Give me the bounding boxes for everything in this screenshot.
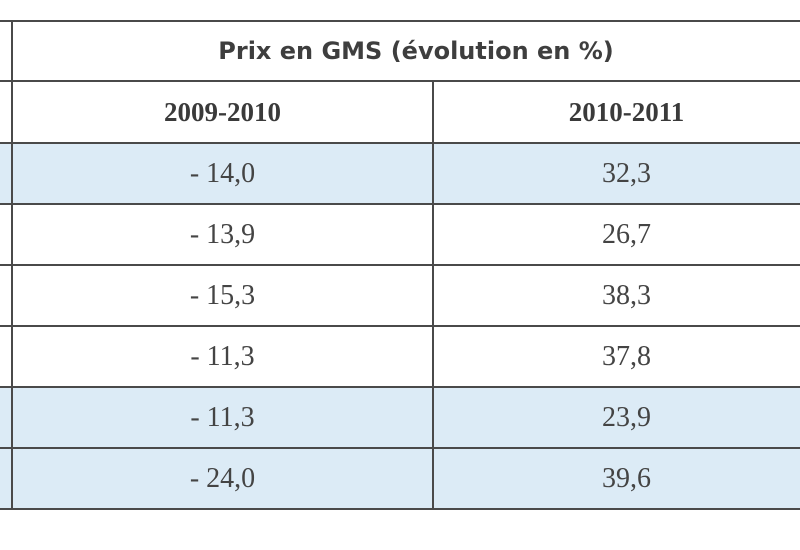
row-label-header — [0, 80, 13, 144]
column-header-2010-2011: 2010-2011 — [431, 80, 800, 144]
table-row: - 15,3 38,3 — [0, 264, 800, 327]
column-header-2009-2010: 2009-2010 — [11, 80, 434, 144]
value-2010-2011: 39,6 — [431, 447, 800, 510]
row-label-cell — [0, 325, 13, 388]
value-2010-2011: 32,3 — [431, 142, 800, 205]
value-2009-2010: - 11,3 — [11, 325, 434, 388]
value-2009-2010: - 24,0 — [11, 447, 434, 510]
value-2009-2010: - 15,3 — [11, 264, 434, 327]
table-title: Prix en GMS (évolution en %) — [12, 20, 800, 82]
value-2010-2011: 37,8 — [431, 325, 800, 388]
table-row: - 13,9 26,7 — [0, 203, 800, 266]
row-label-cell — [0, 142, 13, 205]
value-2010-2011: 26,7 — [431, 203, 800, 266]
price-evolution-table: Prix en GMS (évolution en %) 2009-2010 2… — [0, 20, 800, 510]
value-2009-2010: - 11,3 — [11, 386, 434, 449]
row-label-cell — [0, 386, 13, 449]
value-2009-2010: - 14,0 — [11, 142, 434, 205]
row-label-cell — [0, 20, 13, 82]
table-row: - 24,0 39,6 — [0, 447, 800, 510]
table-title-row: Prix en GMS (évolution en %) — [0, 20, 800, 82]
value-2009-2010: - 13,9 — [11, 203, 434, 266]
value-2010-2011: 38,3 — [431, 264, 800, 327]
table-row: - 11,3 37,8 — [0, 325, 800, 388]
table-row: - 14,0 32,3 — [0, 142, 800, 205]
row-label-cell — [0, 447, 13, 510]
row-label-cell — [0, 264, 13, 327]
row-label-cell — [0, 203, 13, 266]
table-row: - 11,3 23,9 — [0, 386, 800, 449]
value-2010-2011: 23,9 — [431, 386, 800, 449]
table-header-row: 2009-2010 2010-2011 — [0, 80, 800, 144]
